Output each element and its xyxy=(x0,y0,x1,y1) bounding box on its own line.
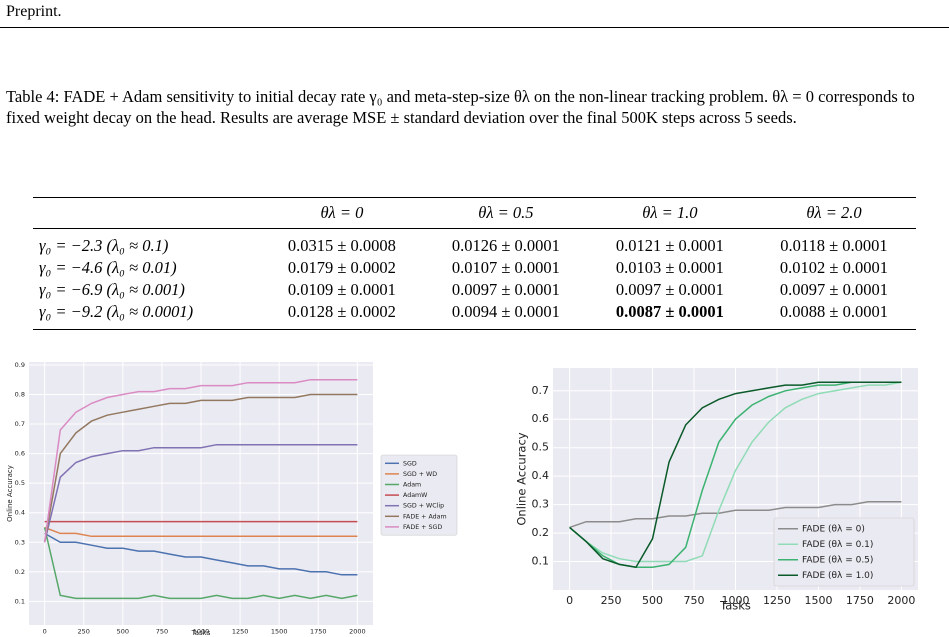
table-cell: 0.0121 ± 0.0001 xyxy=(615,236,724,255)
y-axis-label: Online Accuracy xyxy=(515,432,529,525)
y-tick-label: 0.1 xyxy=(15,597,25,605)
table-cell: 0.0107 ± 0.0001 xyxy=(451,258,560,277)
legend-label: FADE (θλ = 1.0) xyxy=(802,571,873,581)
table-row: γ₀ = −6.9 (λ₀ ≈ 0.001) 0.0109 ± 0.0001 0.0… xyxy=(33,279,916,301)
row-label: γ₀ = −6.9 (λ₀ ≈ 0.001) xyxy=(39,280,185,299)
y-tick-label: 0.5 xyxy=(15,479,25,487)
x-tick-label: 1000 xyxy=(193,628,210,636)
x-tick-label: 1750 xyxy=(310,628,327,636)
y-tick-label: 0.9 xyxy=(15,361,25,369)
table-cell: 0.0109 ± 0.0001 xyxy=(287,280,396,299)
table-cell: 0.0087 ± 0.0001 xyxy=(587,301,752,330)
legend-label: FADE + SGD xyxy=(403,524,442,531)
table-row: γ₀ = −9.2 (λ₀ ≈ 0.0001) 0.0128 ± 0.0002 0.… xyxy=(33,301,916,330)
y-tick-label: 0.8 xyxy=(15,391,25,399)
series-line xyxy=(569,381,902,569)
table-row: γ₀ = −2.3 (λ₀ ≈ 0.1) 0.0315 ± 0.0008 0.012… xyxy=(33,229,916,258)
x-tick-label: 500 xyxy=(642,594,663,607)
x-tick-label: 250 xyxy=(78,628,90,636)
table-cell: 0.0088 ± 0.0001 xyxy=(751,301,916,330)
legend-box xyxy=(380,454,458,536)
table-body: γ₀ = −2.3 (λ₀ ≈ 0.1) 0.0315 ± 0.0008 0.012… xyxy=(33,229,916,330)
legend-label: AdamW xyxy=(403,492,428,499)
series-line xyxy=(43,527,358,600)
legend-label: FADE (θλ = 0) xyxy=(802,524,865,534)
x-tick-label: 500 xyxy=(117,628,129,636)
column-header: θλ = 0.5 xyxy=(423,197,588,229)
legend-box xyxy=(773,517,915,587)
table-cell: 0.0103 ± 0.0001 xyxy=(615,258,724,277)
table-cell: 0.0097 ± 0.0001 xyxy=(451,280,560,299)
x-tick-label: 0 xyxy=(43,628,47,636)
table-cell: 0.0097 ± 0.0001 xyxy=(615,280,724,299)
x-tick-label: 1750 xyxy=(846,594,874,607)
table-cell: 0.0128 ± 0.0002 xyxy=(259,301,424,330)
x-tick-label: 750 xyxy=(684,594,705,607)
series-line xyxy=(43,393,358,543)
legend-label: Adam xyxy=(403,482,421,489)
x-tick-label: 1250 xyxy=(763,594,791,607)
x-tick-label: 1500 xyxy=(271,628,288,636)
x-tick-label: 1000 xyxy=(722,594,750,607)
series-line xyxy=(569,381,902,563)
y-axis-label: Online Accuracy xyxy=(6,465,14,522)
table-cell: 0.0094 ± 0.0001 xyxy=(423,301,588,330)
y-tick-label: 0.4 xyxy=(532,469,550,482)
y-tick-label: 0.2 xyxy=(15,568,25,576)
x-tick-label: 2000 xyxy=(349,628,366,636)
row-label: γ₀ = −2.3 (λ₀ ≈ 0.1) xyxy=(39,236,169,255)
y-tick-label: 0.2 xyxy=(532,526,550,539)
legend-label: FADE + Adam xyxy=(403,513,447,520)
y-tick-label: 0.4 xyxy=(15,509,25,517)
table-cell: 0.0097 ± 0.0001 xyxy=(779,280,888,299)
y-tick-label: 0.5 xyxy=(532,441,550,454)
legend-label: FADE (θλ = 0.5) xyxy=(802,555,873,565)
x-tick-label: 750 xyxy=(156,628,168,636)
series-line xyxy=(569,501,902,529)
table-cell: 0.0118 ± 0.0001 xyxy=(780,236,888,255)
table-cell: 0.0179 ± 0.0002 xyxy=(287,258,396,277)
table-row: γ₀ = −4.6 (λ₀ ≈ 0.01) 0.0179 ± 0.0002 0.01… xyxy=(33,257,916,279)
legend-label: SGD xyxy=(403,460,417,467)
table-cell: 0.0315 ± 0.0008 xyxy=(287,236,396,255)
column-header: θλ = 1.0 xyxy=(587,197,752,229)
legend-label: FADE (θλ = 0.1) xyxy=(802,540,873,550)
y-tick-label: 0.3 xyxy=(532,498,550,511)
legend-label: SGD + WD xyxy=(403,471,437,478)
row-label: γ₀ = −9.2 (λ₀ ≈ 0.0001) xyxy=(33,301,260,330)
header-title: Preprint. xyxy=(6,3,62,20)
table-cell: 0.0102 ± 0.0001 xyxy=(779,258,888,277)
series-line xyxy=(43,443,358,543)
x-tick-label: 250 xyxy=(601,594,622,607)
header-rule xyxy=(0,27,949,28)
legend-label: SGD + WClip xyxy=(403,503,444,510)
x-tick-label: 2000 xyxy=(887,594,915,607)
series-line xyxy=(44,526,358,538)
table-cell: 0.0126 ± 0.0001 xyxy=(451,236,560,255)
table-caption: Table 4: FADE + Adam sensitivity to init… xyxy=(6,87,915,127)
y-tick-label: 0.6 xyxy=(532,412,550,425)
corner-cell xyxy=(33,197,260,229)
y-tick-label: 0.3 xyxy=(15,538,25,546)
row-label: γ₀ = −4.6 (λ₀ ≈ 0.01) xyxy=(39,258,177,277)
y-tick-label: 0.7 xyxy=(15,420,25,428)
column-header: θλ = 2.0 xyxy=(751,197,916,229)
x-tick-label: 1250 xyxy=(232,628,249,636)
x-axis-label: Tasks xyxy=(191,629,211,637)
x-axis-label: Tasks xyxy=(719,599,751,613)
y-tick-label: 0.6 xyxy=(15,450,25,458)
y-tick-label: 0.7 xyxy=(532,384,550,397)
header-row: θλ = 0 θλ = 0.5 θλ = 1.0 θλ = 2.0 xyxy=(33,197,916,229)
y-tick-label: 0.1 xyxy=(532,555,550,568)
x-tick-label: 0 xyxy=(566,594,573,607)
series-line xyxy=(43,378,358,543)
column-header: θλ = 0 xyxy=(259,197,424,229)
series-line xyxy=(44,532,358,576)
results-table: θλ = 0 θλ = 0.5 θλ = 1.0 θλ = 2.0 γ₀ = −2.3… xyxy=(33,197,916,330)
x-tick-label: 1500 xyxy=(804,594,832,607)
